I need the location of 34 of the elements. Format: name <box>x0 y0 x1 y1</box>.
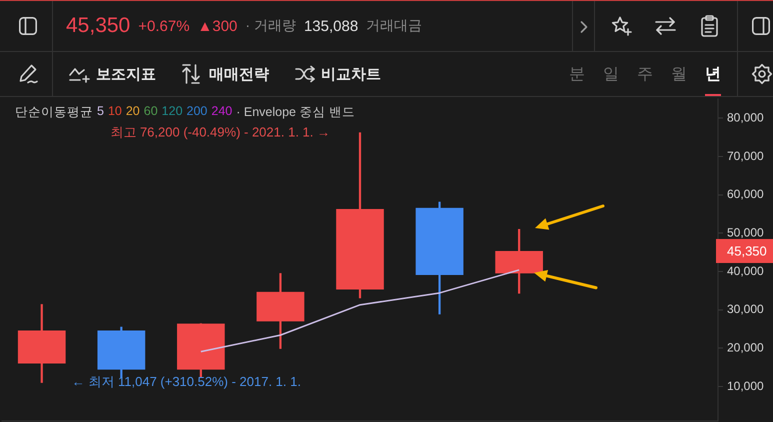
legend-title: 단순이동평균 <box>15 104 93 121</box>
text: 보조지표 <box>96 64 156 84</box>
text: 45,350 <box>66 14 130 38</box>
legend-label: 200 <box>186 104 208 120</box>
annotation: · Envelope 중심 밴드 <box>236 104 355 121</box>
text: 비교차트 <box>321 64 381 84</box>
y-tick-label: 50,000 <box>727 225 764 240</box>
text: 5 <box>97 104 104 120</box>
text: 135,088 <box>304 18 358 34</box>
text: +0.67% <box>138 18 190 34</box>
text: 월 <box>671 64 687 84</box>
annotation: 최고 76,200 (-40.49%) - 2021. 1. 1. → <box>110 124 330 140</box>
annotation: ← 최저 11,047 (+310.52%) - 2017. 1. 1. <box>72 374 301 390</box>
text: 매매전략 <box>209 64 269 84</box>
legend-label: 10 <box>108 104 122 120</box>
text: 거래대금 <box>366 17 422 35</box>
legend-label: 20 <box>126 104 140 120</box>
text: 년 <box>705 64 721 84</box>
y-tick-label: 10,000 <box>727 378 764 393</box>
text: 주 <box>637 64 653 84</box>
y-tick-label: 40,000 <box>727 264 764 278</box>
y-tick-label: 70,000 <box>727 148 764 163</box>
legend-label: 240 <box>211 104 232 120</box>
legend-label: 60 <box>144 104 158 120</box>
y-tick-label: 80,000 <box>727 110 764 124</box>
y-tick-label: 30,000 <box>727 302 764 316</box>
y-tick-label: 60,000 <box>727 187 764 202</box>
text: 분 <box>569 64 585 84</box>
text: 45,350 <box>727 244 767 259</box>
text: 일 <box>603 64 619 84</box>
text: ▲300 <box>198 18 238 34</box>
text: · 거래량 <box>245 17 296 35</box>
legend-label: 120 <box>162 104 183 120</box>
y-tick-label: 20,000 <box>727 340 764 354</box>
